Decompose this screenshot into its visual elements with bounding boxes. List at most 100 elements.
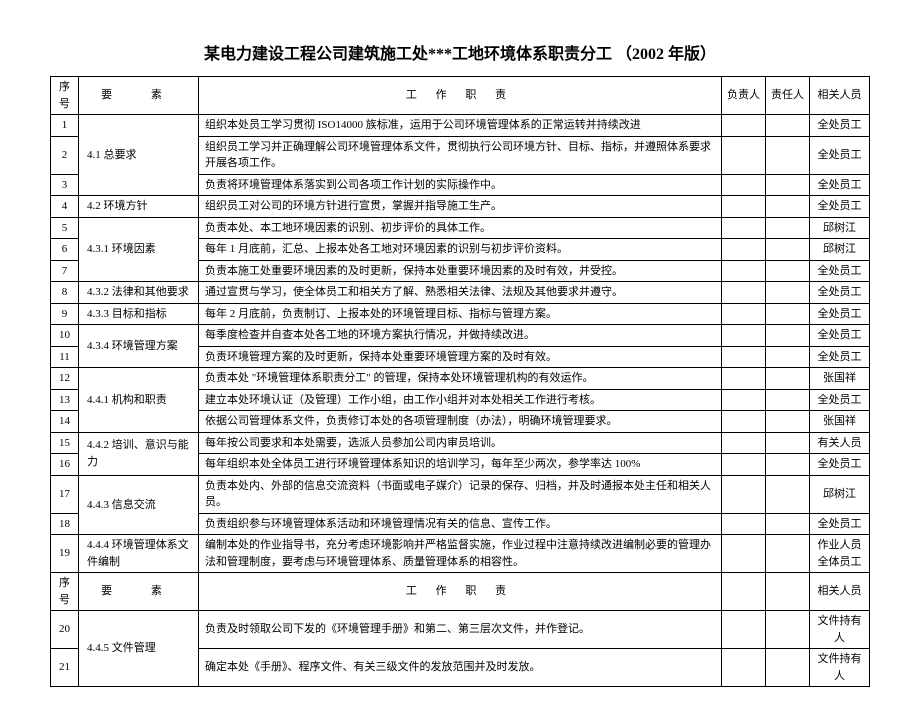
cell-resp: [766, 260, 810, 282]
cell-related: 有关人员: [810, 432, 870, 454]
cell-related: 全处员工: [810, 325, 870, 347]
cell-element: 4.3.1 环境因素: [79, 217, 199, 282]
cell-related: 全处员工: [810, 174, 870, 196]
cell-element: 4.3.4 环境管理方案: [79, 325, 199, 368]
cell-resp: [766, 368, 810, 390]
responsibility-table: 序号 要 素 工 作 职 责 负责人 责任人 相关人员 1 4.1 总要求 组织…: [50, 76, 870, 687]
header-element: 要 素: [79, 573, 199, 611]
table-row: 8 4.3.2 法律和其他要求 通过宣贯与学习，使全体员工和相关方了解、熟悉相关…: [51, 282, 870, 304]
cell-resp: [766, 239, 810, 261]
cell-element: 4.3.3 目标和指标: [79, 303, 199, 325]
cell-element: 4.4.3 信息交流: [79, 475, 199, 535]
cell-resp: [766, 325, 810, 347]
cell-owner: [722, 611, 766, 649]
cell-related: 文件持有人: [810, 649, 870, 687]
cell-owner: [722, 174, 766, 196]
header-seq: 序号: [51, 573, 79, 611]
cell-duty: 负责及时领取公司下发的《环境管理手册》和第二、第三层次文件，并作登记。: [199, 611, 722, 649]
cell-duty: 依据公司管理体系文件，负责修订本处的各项管理制度（办法），明确环境管理要求。: [199, 411, 722, 433]
table-row: 9 4.3.3 目标和指标 每年 2 月底前，负责制订、上报本处的环境管理目标、…: [51, 303, 870, 325]
cell-resp: [766, 196, 810, 218]
cell-seq: 12: [51, 368, 79, 390]
cell-owner: [722, 411, 766, 433]
header-related: 相关人员: [810, 77, 870, 115]
table-row: 17 4.4.3 信息交流 负责本处内、外部的信息交流资料（书面或电子媒介）记录…: [51, 475, 870, 513]
cell-owner: [722, 475, 766, 513]
header-duty: 工 作 职 责: [199, 77, 722, 115]
cell-resp: [766, 454, 810, 476]
cell-duty: 每年组织本处全体员工进行环境管理体系知识的培训学习，每年至少两次，参学率达 10…: [199, 454, 722, 476]
cell-seq: 3: [51, 174, 79, 196]
table-row: 20 4.4.5 文件管理 负责及时领取公司下发的《环境管理手册》和第二、第三层…: [51, 611, 870, 649]
cell-related: 全处员工: [810, 454, 870, 476]
cell-seq: 6: [51, 239, 79, 261]
cell-resp: [766, 475, 810, 513]
cell-duty: 建立本处环境认证（及管理）工作小组，由工作小组并对本处相关工作进行考核。: [199, 389, 722, 411]
cell-owner: [722, 217, 766, 239]
cell-owner: [722, 368, 766, 390]
header-responsible: 责任人: [766, 77, 810, 115]
cell-duty: 负责组织参与环境管理体系活动和环境管理情况有关的信息、宣传工作。: [199, 513, 722, 535]
cell-owner: [722, 649, 766, 687]
cell-duty: 每季度检查并自查本处各工地的环境方案执行情况，并做持续改进。: [199, 325, 722, 347]
cell-owner: [722, 346, 766, 368]
cell-element: 4.4.5 文件管理: [79, 611, 199, 687]
cell-owner: [722, 303, 766, 325]
cell-related: 全处员工: [810, 196, 870, 218]
cell-duty: 负责将环境管理体系落实到公司各项工作计划的实际操作中。: [199, 174, 722, 196]
cell-resp: [766, 389, 810, 411]
cell-seq: 11: [51, 346, 79, 368]
cell-duty: 确定本处《手册》、程序文件、有关三级文件的发放范围并及时发放。: [199, 649, 722, 687]
header-owner: [722, 573, 766, 611]
cell-resp: [766, 174, 810, 196]
cell-seq: 20: [51, 611, 79, 649]
cell-duty: 组织员工学习并正确理解公司环境管理体系文件，贯彻执行公司环境方针、目标、指标，并…: [199, 136, 722, 174]
header-responsible: [766, 573, 810, 611]
cell-owner: [722, 389, 766, 411]
cell-seq: 21: [51, 649, 79, 687]
header-seq: 序号: [51, 77, 79, 115]
cell-resp: [766, 303, 810, 325]
cell-related: 邱树江: [810, 475, 870, 513]
table-row: 1 4.1 总要求 组织本处员工学习贯彻 ISO14000 族标准，运用于公司环…: [51, 115, 870, 137]
cell-duty: 编制本处的作业指导书，充分考虑环境影响并严格监督实施，作业过程中注意持续改进编制…: [199, 535, 722, 573]
cell-resp: [766, 411, 810, 433]
cell-owner: [722, 325, 766, 347]
cell-element: 4.4.1 机构和职责: [79, 368, 199, 433]
cell-related: 全处员工: [810, 346, 870, 368]
table-row: 19 4.4.4 环境管理体系文件编制 编制本处的作业指导书，充分考虑环境影响并…: [51, 535, 870, 573]
cell-element: 4.3.2 法律和其他要求: [79, 282, 199, 304]
cell-duty: 每年 1 月底前，汇总、上报本处各工地对环境因素的识别与初步评价资料。: [199, 239, 722, 261]
cell-seq: 14: [51, 411, 79, 433]
cell-duty: 组织本处员工学习贯彻 ISO14000 族标准，运用于公司环境管理体系的正常运转…: [199, 115, 722, 137]
cell-related: 全处员工: [810, 389, 870, 411]
cell-related: 邱树江: [810, 217, 870, 239]
cell-seq: 2: [51, 136, 79, 174]
table-row: 12 4.4.1 机构和职责 负责本处 "环境管理体系职责分工" 的管理，保持本…: [51, 368, 870, 390]
table-header-row: 序号 要 素 工 作 职 责 负责人 责任人 相关人员: [51, 77, 870, 115]
cell-seq: 18: [51, 513, 79, 535]
cell-related: 全处员工: [810, 282, 870, 304]
cell-resp: [766, 513, 810, 535]
cell-related: 张国祥: [810, 368, 870, 390]
cell-related: 全处员工: [810, 513, 870, 535]
header-element: 要 素: [79, 77, 199, 115]
cell-seq: 1: [51, 115, 79, 137]
cell-seq: 13: [51, 389, 79, 411]
cell-seq: 4: [51, 196, 79, 218]
header-owner: 负责人: [722, 77, 766, 115]
cell-related: 全处员工: [810, 115, 870, 137]
cell-resp: [766, 136, 810, 174]
cell-seq: 15: [51, 432, 79, 454]
cell-resp: [766, 649, 810, 687]
cell-seq: 19: [51, 535, 79, 573]
table-row: 4 4.2 环境方针 组织员工对公司的环境方针进行宣贯，掌握并指导施工生产。 全…: [51, 196, 870, 218]
header-related: 相关人员: [810, 573, 870, 611]
cell-owner: [722, 282, 766, 304]
cell-owner: [722, 136, 766, 174]
cell-owner: [722, 260, 766, 282]
cell-related: 邱树江: [810, 239, 870, 261]
table-row: 15 4.4.2 培训、意识与能力 每年按公司要求和本处需要，选派人员参加公司内…: [51, 432, 870, 454]
page-title: 某电力建设工程公司建筑施工处***工地环境体系职责分工 （2002 年版）: [50, 40, 870, 64]
cell-seq: 17: [51, 475, 79, 513]
